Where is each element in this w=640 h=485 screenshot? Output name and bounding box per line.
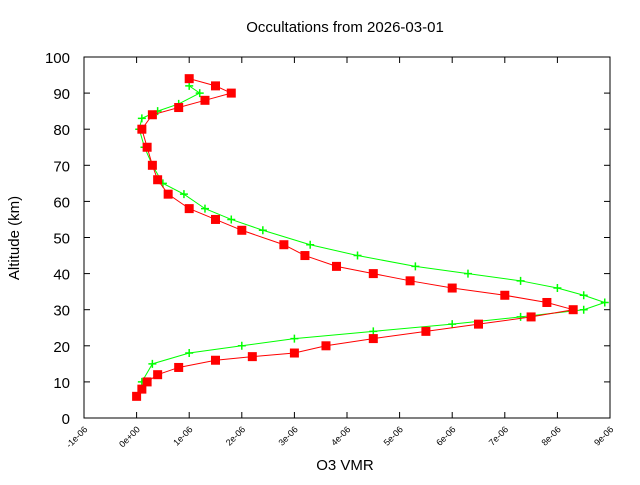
data-point	[526, 312, 536, 322]
y-tick-label: 30	[53, 303, 70, 320]
x-tick-label: 5e-06	[382, 424, 405, 447]
data-point	[516, 276, 525, 285]
data-point	[147, 160, 157, 170]
data-point	[227, 215, 236, 224]
data-point	[153, 175, 163, 185]
data-point	[247, 352, 257, 362]
data-point	[258, 226, 267, 235]
plot-frame	[83, 56, 611, 419]
data-point	[369, 327, 378, 336]
data-point	[184, 74, 194, 84]
y-tick-label: 90	[53, 86, 70, 103]
x-tick-label: 8e-06	[539, 424, 562, 447]
y-tick-label: 20	[53, 339, 70, 356]
data-point	[148, 359, 157, 368]
data-point	[306, 240, 315, 249]
data-point	[474, 319, 483, 329]
data-point	[137, 384, 147, 394]
data-point	[200, 95, 210, 105]
data-point	[185, 349, 194, 358]
data-point	[447, 283, 457, 293]
data-point	[153, 370, 163, 380]
data-point	[211, 214, 220, 224]
x-tick-label: 3e-06	[276, 424, 299, 447]
x-axis-label: O3 VMR	[316, 457, 374, 474]
data-point	[211, 355, 220, 365]
data-point	[500, 290, 510, 300]
data-point	[174, 103, 184, 113]
data-point	[542, 297, 552, 307]
data-point	[137, 124, 147, 134]
data-point	[405, 276, 415, 286]
data-point	[579, 305, 588, 314]
data-point	[516, 312, 525, 321]
data-point	[448, 320, 457, 329]
data-point	[200, 204, 209, 213]
y-tick-label: 50	[53, 231, 70, 248]
data-point	[174, 362, 184, 372]
data-point	[132, 391, 142, 401]
y-tick-label: 100	[45, 50, 70, 67]
data-point	[300, 251, 310, 261]
data-point	[600, 298, 609, 307]
data-point	[353, 251, 362, 260]
data-point	[579, 291, 588, 300]
x-tick-label: -1e-06	[64, 424, 89, 449]
x-tick-label: 2e-06	[224, 424, 247, 447]
data-point	[142, 142, 152, 152]
series-1	[132, 74, 578, 401]
data-point	[279, 240, 289, 250]
data-point	[411, 262, 420, 271]
x-tick-label: 1e-06	[171, 424, 194, 447]
data-point	[237, 225, 247, 235]
data-point	[368, 269, 378, 279]
chart-title: Occultations from 2026-03-01	[246, 19, 444, 36]
x-tick-label: 0e+00	[117, 424, 142, 449]
data-point	[321, 341, 331, 351]
data-point	[331, 261, 341, 271]
data-point	[163, 189, 173, 199]
data-point	[211, 81, 220, 91]
data-point	[195, 89, 204, 98]
data-point	[289, 348, 299, 358]
data-point	[290, 334, 299, 343]
data-point	[368, 334, 378, 344]
data-point	[147, 110, 157, 120]
y-tick-label: 80	[53, 122, 70, 139]
x-tick-label: 7e-06	[487, 424, 510, 447]
x-tick-label: 9e-06	[592, 424, 615, 447]
data-point	[142, 377, 152, 387]
data-point	[137, 114, 146, 123]
data-point	[185, 81, 194, 90]
y-tick-label: 40	[53, 267, 70, 284]
y-tick-label: 0	[62, 411, 70, 428]
data-point	[179, 190, 188, 199]
y-tick-label: 10	[53, 375, 70, 392]
x-tick-label: 4e-06	[329, 424, 352, 447]
data-point	[421, 326, 431, 336]
data-point	[184, 204, 194, 214]
series-line	[136, 78, 574, 397]
y-tick-label: 70	[53, 158, 70, 175]
y-axis-label: Altitude (km)	[6, 196, 23, 280]
data-point	[463, 269, 472, 278]
data-point	[553, 284, 562, 293]
data-point	[226, 88, 236, 98]
y-tick-label: 60	[53, 194, 70, 211]
data-point	[568, 305, 578, 315]
x-tick-label: 6e-06	[434, 424, 457, 447]
data-point	[237, 341, 246, 350]
